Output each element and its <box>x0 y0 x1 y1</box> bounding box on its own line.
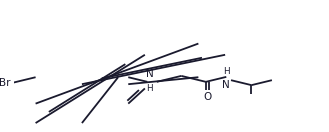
Text: Br: Br <box>0 78 11 88</box>
Text: H: H <box>146 84 153 93</box>
Text: N: N <box>222 80 230 90</box>
Text: O: O <box>203 92 212 102</box>
Text: N: N <box>146 69 154 79</box>
Text: H: H <box>223 67 230 76</box>
